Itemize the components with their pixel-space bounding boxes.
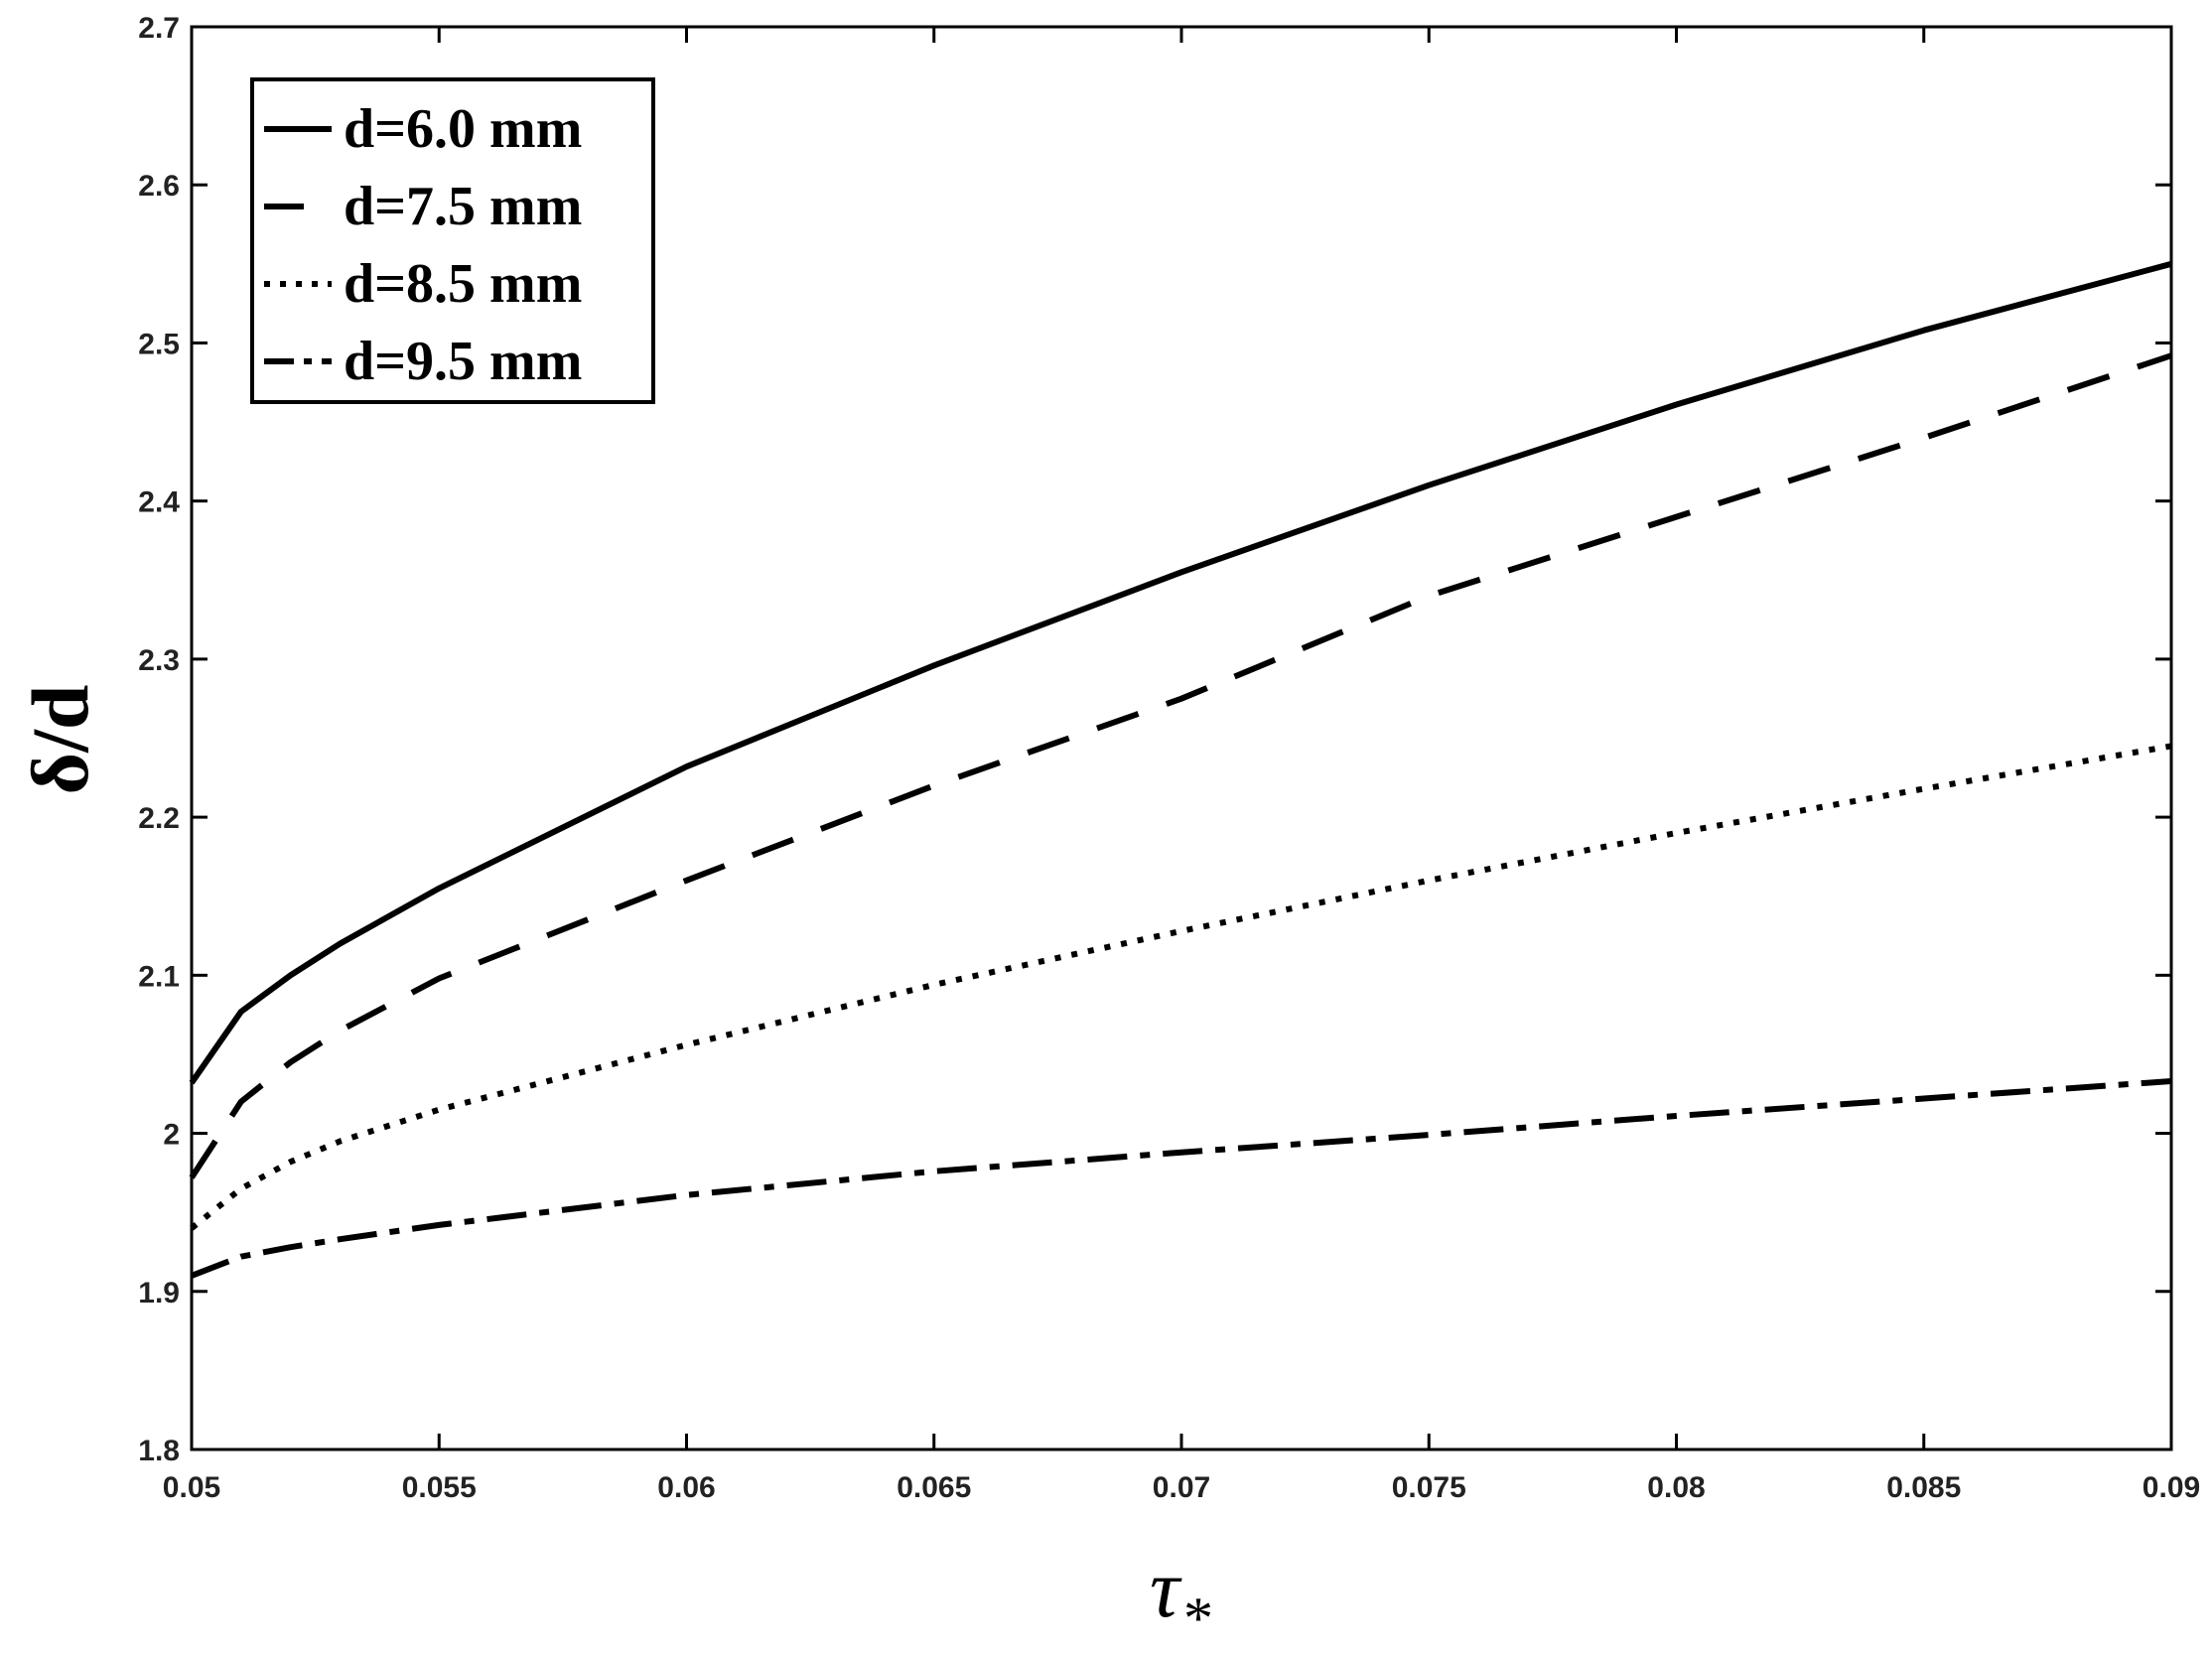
y-tick-label: 2.6 — [138, 170, 180, 203]
x-tick-label: 0.09 — [2143, 1471, 2200, 1504]
x-tick-label: 0.065 — [897, 1471, 971, 1504]
x-axis-title: τ* — [1150, 1543, 1213, 1651]
x-tick-label: 0.08 — [1647, 1471, 1705, 1504]
y-tick-label: 2.1 — [138, 960, 180, 993]
ticks-layer: 0.05 0.055 0.06 0.065 0.07 0.075 0.08 0.085 0.09… — [138, 12, 2200, 1504]
y-tick-label: 1.8 — [138, 1435, 180, 1467]
y-tick-label: 2.2 — [138, 802, 180, 835]
x-tick-label: 0.07 — [1153, 1471, 1210, 1504]
y-tick-label: 2.3 — [138, 644, 180, 677]
series-layer — [189, 260, 2172, 1279]
y-tick-label: 2 — [163, 1119, 180, 1152]
legend-label-1: d=6.0 mm — [344, 98, 582, 160]
y-tick-label: 2.5 — [138, 328, 180, 360]
x-tick-label: 0.085 — [1886, 1471, 1961, 1504]
legend: d=6.0 mm d=7.5 mm d=8.5 mm d=9.5 mm — [250, 77, 655, 404]
x-axis-title-subscript: * — [1183, 1585, 1213, 1651]
y-axis-title: δ/d — [15, 685, 105, 795]
y-tick-label: 1.9 — [138, 1277, 180, 1309]
series-line-3 — [190, 743, 2172, 1231]
x-axis-title-symbol: τ — [1150, 1543, 1182, 1635]
x-tick-label: 0.055 — [402, 1471, 477, 1504]
series-line-4 — [190, 1078, 2172, 1279]
y-tick-label: 2.7 — [138, 12, 180, 45]
legend-box — [250, 77, 655, 404]
x-tick-label: 0.06 — [657, 1471, 715, 1504]
y-tick-label: 2.4 — [138, 486, 180, 519]
series-line-1 — [189, 260, 2172, 1085]
x-tick-label: 0.05 — [163, 1471, 220, 1504]
legend-label-4: d=9.5 mm — [344, 331, 582, 392]
x-tick-label: 0.075 — [1392, 1471, 1466, 1504]
legend-label-2: d=7.5 mm — [344, 176, 582, 237]
legend-label-3: d=8.5 mm — [344, 253, 582, 315]
